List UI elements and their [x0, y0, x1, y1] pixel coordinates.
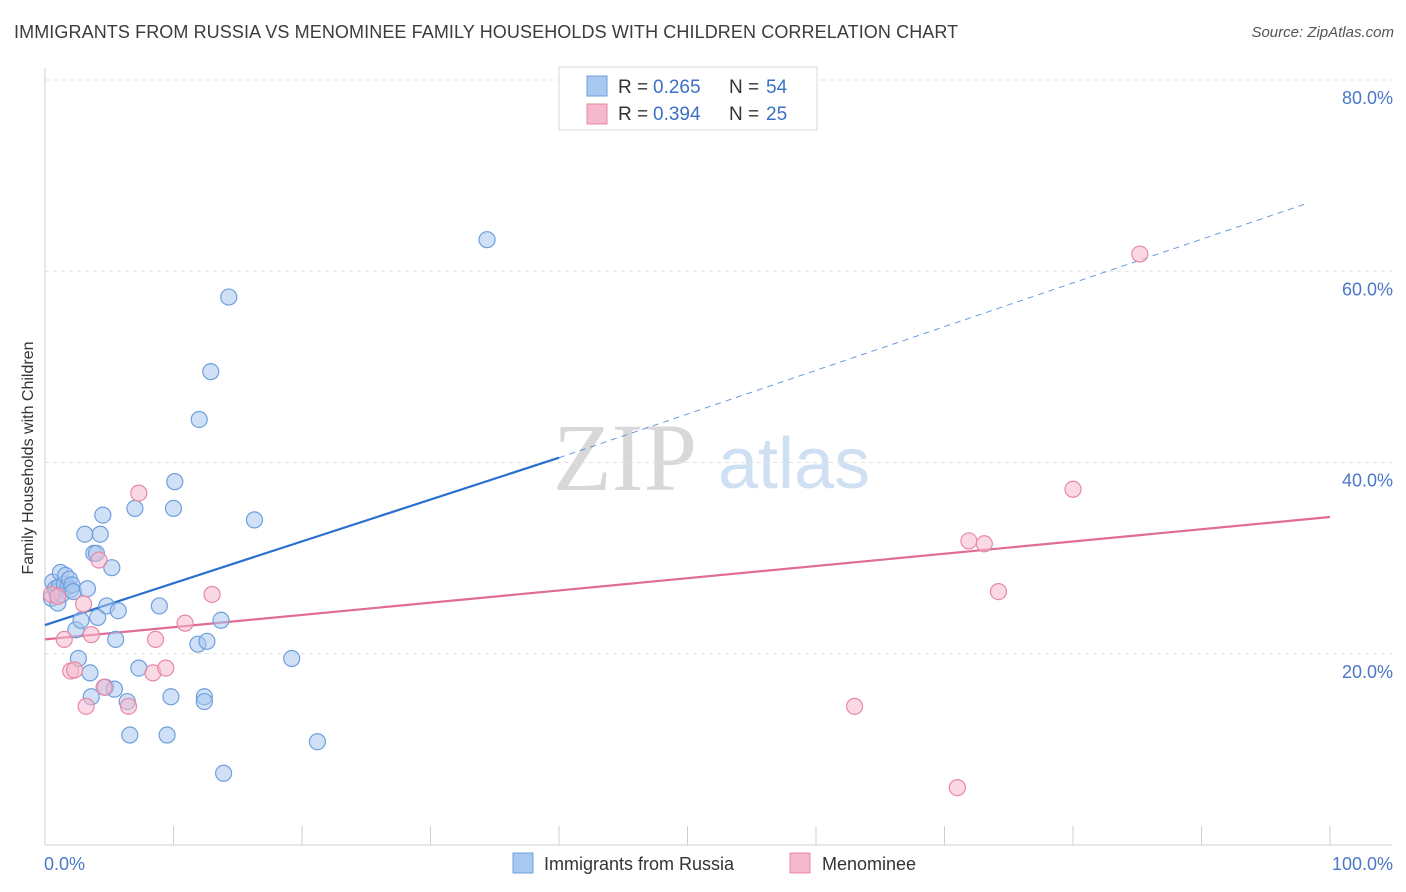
point-russia — [220, 288, 238, 306]
trendline-menominee — [44, 515, 1331, 641]
point-russia — [158, 726, 176, 744]
point-russia — [215, 764, 233, 782]
point-russia — [190, 410, 208, 429]
bottom-legend-swatch-pink — [789, 852, 811, 874]
bottom-legend-label-pink: Menominee — [822, 854, 916, 874]
point-russia — [91, 525, 109, 543]
point-russia — [81, 664, 99, 682]
point-menominee — [176, 614, 194, 632]
y-tick-label: 80.0% — [1342, 88, 1393, 108]
gridlines — [45, 79, 1392, 655]
trendlines — [44, 203, 1331, 641]
legend-r-value-2: 0.394 — [653, 104, 701, 125]
y-axis-title: Family Households with Children — [20, 342, 37, 575]
point-russia — [202, 363, 220, 381]
point-menominee — [960, 532, 978, 550]
point-menominee — [975, 535, 993, 553]
bottom-legend-label-blue: Immigrants from Russia — [544, 854, 735, 874]
point-russia — [121, 726, 139, 744]
point-russia — [164, 499, 183, 517]
point-menominee — [77, 697, 95, 715]
legend-n-label-1: N = — [729, 77, 759, 98]
legend-swatch-pink — [586, 103, 608, 125]
watermark-zip: ZIP — [553, 404, 697, 511]
point-menominee — [989, 582, 1008, 601]
legend-r-value-1: 0.265 — [653, 77, 701, 98]
point-russia — [195, 692, 213, 711]
point-menominee — [119, 697, 138, 715]
point-menominee — [1131, 245, 1149, 263]
point-russia — [76, 525, 94, 543]
point-menominee — [146, 630, 165, 649]
axes — [44, 68, 1392, 846]
legend-n-value-2: 25 — [766, 104, 787, 125]
y-tick-label: 20.0% — [1342, 662, 1393, 682]
point-menominee — [130, 484, 148, 502]
point-menominee — [203, 585, 221, 604]
point-russia — [89, 608, 107, 627]
point-russia — [283, 649, 301, 668]
point-menominee — [1064, 480, 1082, 498]
data-points — [42, 231, 1149, 797]
point-russia — [78, 580, 97, 598]
y-tick-label: 60.0% — [1342, 279, 1393, 299]
point-russia — [72, 611, 90, 629]
x-tick-label-max: 100.0% — [1332, 854, 1393, 874]
x-tick-label-min: 0.0% — [44, 854, 85, 874]
point-russia — [162, 688, 180, 706]
trendline-russia — [44, 456, 560, 627]
source-label: Source: ZipAtlas.com — [1251, 24, 1394, 41]
watermark-atlas: atlas — [718, 424, 870, 504]
legend-r-label-1: R = — [618, 77, 648, 98]
point-russia — [198, 632, 216, 650]
point-menominee — [82, 626, 100, 644]
point-russia — [478, 231, 496, 249]
point-menominee — [157, 659, 175, 677]
legend-r-label-2: R = — [618, 104, 648, 125]
point-russia — [103, 559, 121, 577]
point-russia — [109, 602, 127, 620]
y-tick-label: 40.0% — [1342, 471, 1393, 491]
point-russia — [94, 506, 112, 524]
chart-title: IMMIGRANTS FROM RUSSIA VS MENOMINEE FAMI… — [14, 22, 959, 42]
point-russia — [308, 733, 327, 751]
series-legend: Immigrants from Russia Menominee — [512, 852, 916, 874]
point-menominee — [845, 697, 864, 715]
legend-n-label-2: N = — [729, 104, 759, 125]
point-russia — [245, 511, 264, 529]
point-russia — [166, 473, 184, 491]
point-menominee — [55, 630, 73, 649]
point-russia — [126, 499, 144, 517]
point-menominee — [948, 779, 966, 797]
point-menominee — [95, 678, 113, 696]
point-menominee — [65, 661, 84, 679]
trendline-russia-extension — [558, 203, 1305, 459]
legend-n-value-1: 54 — [766, 77, 788, 98]
point-russia — [107, 630, 125, 649]
bottom-legend-swatch-blue — [512, 852, 534, 874]
point-menominee — [49, 587, 67, 605]
point-menominee — [90, 551, 108, 569]
correlation-legend: R = 0.265 N = 54 R = 0.394 N = 25 — [558, 66, 818, 131]
tick-labels: 20.0% 40.0% 60.0% 80.0% 0.0% 100.0% — [44, 88, 1393, 874]
legend-swatch-blue — [586, 75, 608, 97]
point-menominee — [74, 595, 93, 613]
point-russia — [212, 611, 230, 629]
point-russia — [150, 597, 168, 615]
